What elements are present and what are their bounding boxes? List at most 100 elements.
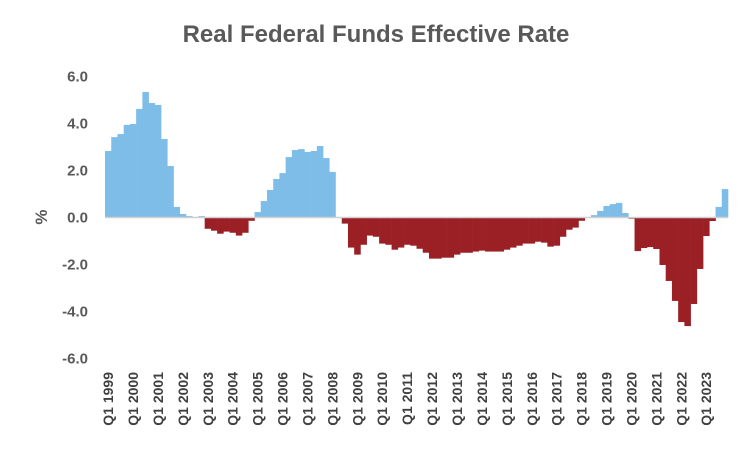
x-tick-label: Q1 2001: [150, 372, 166, 426]
bar: [173, 206, 181, 218]
bar: [460, 217, 467, 253]
y-tick-label: 6.0: [67, 69, 88, 86]
bar: [366, 217, 374, 236]
bar: [242, 217, 249, 233]
bar: [566, 217, 573, 230]
x-tick-label: Q1 2010: [374, 372, 390, 426]
bar: [684, 217, 691, 327]
bar: [703, 217, 710, 237]
bar: [142, 92, 149, 218]
y-tick-label: 0.0: [67, 210, 88, 227]
x-tick-label: Q1 2002: [175, 372, 191, 426]
x-tick-label: Q1 2011: [399, 372, 415, 425]
bar: [678, 217, 685, 323]
bar: [428, 217, 436, 259]
bar: [285, 157, 293, 218]
bar: [690, 217, 698, 304]
bar: [304, 151, 311, 218]
bar: [671, 217, 679, 301]
bar: [210, 217, 218, 231]
bar: [248, 217, 255, 221]
bar: [572, 217, 579, 228]
x-tick-label: Q1 2016: [524, 372, 540, 426]
bar: [254, 212, 262, 218]
bar: [516, 217, 523, 246]
bar: [204, 217, 212, 229]
bar: [715, 206, 723, 218]
bar: [323, 158, 330, 218]
bar: [553, 217, 561, 246]
bar: [416, 217, 424, 249]
bar: [310, 151, 318, 218]
bar: [397, 217, 405, 248]
bar: [647, 217, 654, 248]
bar: [217, 217, 224, 234]
x-tick-label: Q1 2007: [300, 372, 316, 426]
bar: [316, 146, 324, 218]
bar: [541, 217, 548, 243]
x-tick-label: Q1 2003: [200, 372, 216, 426]
bar: [279, 173, 286, 218]
bar: [447, 217, 455, 258]
bar: [665, 217, 673, 281]
bar: [105, 151, 112, 218]
bar: [391, 217, 399, 250]
bar: [547, 217, 554, 247]
y-tick-label: -6.0: [62, 351, 88, 368]
bar: [385, 217, 392, 245]
bar: [329, 171, 336, 218]
bar: [129, 123, 137, 218]
x-tick-label: Q1 2012: [424, 372, 440, 426]
x-tick-label: Q1 1999: [100, 372, 116, 426]
bar: [597, 210, 604, 218]
bar: [347, 217, 355, 248]
bar: [441, 217, 448, 258]
bar: [491, 217, 498, 252]
bar: [603, 205, 610, 218]
x-tick-label: Q1 2019: [599, 372, 615, 426]
y-tick-label: 2.0: [67, 163, 88, 180]
bar: [578, 217, 586, 221]
bar: [410, 217, 417, 246]
bar: [111, 137, 118, 218]
bar: [622, 213, 629, 218]
bar: [435, 217, 442, 259]
bar: [291, 150, 299, 218]
bar: [559, 217, 567, 237]
x-tick-label: Q1 2017: [549, 372, 565, 426]
bar: [509, 217, 517, 248]
x-tick-label: Q1 2006: [275, 372, 291, 426]
bar: [659, 217, 666, 265]
bar: [136, 108, 143, 218]
bar: [653, 217, 660, 249]
bar: [485, 217, 492, 252]
x-tick-label: Q1 2013: [449, 372, 465, 426]
x-tick-label: Q1 2008: [324, 372, 340, 426]
bar: [379, 217, 386, 244]
x-tick-label: Q1 2018: [574, 372, 590, 426]
bar: [167, 166, 174, 218]
x-tick-label: Q1 2022: [673, 372, 689, 426]
bar: [260, 201, 268, 218]
bar: [534, 217, 542, 242]
bar: [148, 103, 156, 218]
bar: [266, 190, 274, 218]
bar: [528, 217, 536, 244]
x-tick-label: Q1 2023: [698, 372, 714, 426]
bar: [229, 217, 237, 233]
bar: [273, 178, 280, 218]
bar: [609, 204, 617, 218]
bar: [154, 104, 162, 218]
x-tick-label: Q1 2020: [623, 372, 639, 426]
bar: [235, 217, 243, 236]
bar: [522, 217, 529, 244]
x-tick-label: Q1 2009: [349, 372, 365, 426]
x-tick-label: Q1 2004: [225, 372, 241, 426]
x-tick-label: Q1 2014: [474, 372, 490, 426]
bar: [179, 213, 187, 218]
bar: [640, 217, 648, 249]
bar: [354, 217, 361, 255]
bar: [453, 217, 461, 255]
bar: [161, 139, 168, 218]
